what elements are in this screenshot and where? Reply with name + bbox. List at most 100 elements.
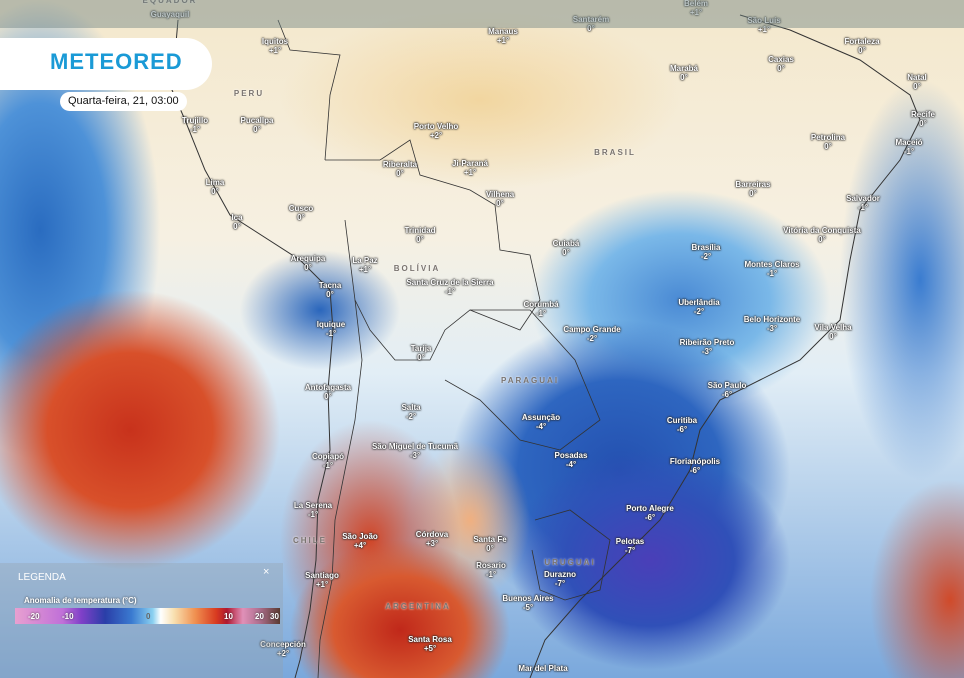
city-marker[interactable]: Iquique -1° — [317, 320, 345, 338]
city-marker[interactable]: Riberalta 0° — [383, 160, 417, 178]
city-marker[interactable]: Marabá 0° — [670, 64, 698, 82]
city-marker[interactable]: La Paz +1° — [352, 256, 377, 274]
city-anomaly-value: -2° — [700, 252, 712, 261]
logo-panel — [0, 38, 212, 90]
country-label: CHILE — [293, 536, 327, 545]
city-marker[interactable]: Copiapó -1° — [312, 452, 344, 470]
city-marker[interactable]: Vilhena 0° — [486, 190, 514, 208]
city-marker[interactable]: Rosario -1° — [476, 561, 506, 579]
city-name: Pucallpa — [240, 116, 274, 125]
city-marker[interactable]: São Paulo -6° — [708, 381, 747, 399]
city-marker[interactable]: Mar del Plata — [518, 664, 567, 673]
city-marker[interactable]: Pelotas -7° — [616, 537, 644, 555]
city-marker[interactable]: Uberlândia -2° — [678, 298, 719, 316]
city-anomaly-value: +1° — [268, 46, 282, 55]
city-marker[interactable]: Florianópolis -6° — [670, 457, 720, 475]
city-marker[interactable]: Belo Horizonte -3° — [744, 315, 800, 333]
city-anomaly-value: -1° — [322, 461, 334, 470]
city-marker[interactable]: Caxias 0° — [768, 55, 794, 73]
city-marker[interactable]: Salvador -1° — [846, 194, 880, 212]
city-name: Santa Fe — [473, 535, 507, 544]
city-name: São Miguel de Tucumã — [371, 442, 459, 451]
city-marker[interactable]: Trujillo -1° — [182, 116, 208, 134]
city-marker[interactable]: Buenos Aires -5° — [502, 594, 553, 612]
city-marker[interactable]: Fortaleza 0° — [844, 37, 879, 55]
city-marker[interactable]: Vila Velha 0° — [814, 323, 851, 341]
meteored-logo[interactable]: METEORED — [50, 49, 183, 74]
city-marker[interactable]: Santa Rosa +5° — [408, 635, 452, 653]
city-anomaly-value: 0° — [326, 290, 334, 299]
city-marker[interactable]: Cuiabá 0° — [553, 239, 580, 257]
city-name: Iquitos — [261, 37, 289, 46]
city-marker[interactable]: Ica 0° — [231, 213, 242, 231]
country-label: URUGUAI — [544, 558, 596, 567]
city-marker[interactable]: Santarém 0° — [573, 15, 609, 33]
city-marker[interactable]: Pucallpa 0° — [241, 116, 274, 134]
city-marker[interactable]: Porto Alegre -6° — [626, 504, 674, 522]
city-name: La Serena — [293, 501, 333, 510]
forecast-time[interactable]: Quarta-feira, 21, 03:00 — [60, 92, 187, 111]
city-marker[interactable]: Ji-Paraná +1° — [452, 159, 488, 177]
city-marker[interactable]: Durazno -7° — [544, 570, 576, 588]
city-marker[interactable]: Trinidad 0° — [404, 226, 435, 244]
city-marker[interactable]: Barreiras 0° — [735, 180, 770, 198]
city-anomaly-value: +1° — [757, 25, 771, 34]
city-marker[interactable]: São Luís +1° — [747, 16, 780, 34]
city-marker[interactable]: Vitória da Conquista 0° — [783, 226, 861, 244]
city-anomaly-value: +3° — [425, 539, 439, 548]
city-marker[interactable]: Antofagasta 0° — [305, 383, 351, 401]
city-marker[interactable]: Santa Cruz de la Sierra -1° — [406, 278, 493, 296]
city-name: Lima — [205, 178, 225, 187]
city-name: Ica — [231, 213, 243, 222]
city-anomaly-value: -3° — [701, 347, 713, 356]
city-name: Arequipa — [290, 254, 326, 263]
city-marker[interactable]: Santa Fe 0° — [473, 535, 506, 553]
city-name: Cusco — [288, 204, 314, 213]
city-marker[interactable]: Guayaquil — [151, 10, 190, 19]
city-marker[interactable]: São Miguel de Tucumã -3° — [372, 442, 458, 460]
city-marker[interactable]: Concepción +2° — [260, 640, 306, 658]
legend-tick: -10 — [62, 612, 74, 621]
city-name: Salvador — [846, 194, 880, 203]
city-marker[interactable]: Natal 0° — [907, 73, 927, 91]
legend-tick: 30 — [270, 612, 279, 621]
city-anomaly-value: +1° — [689, 8, 703, 17]
city-marker[interactable]: Campo Grande -2° — [563, 325, 620, 343]
city-marker[interactable]: Petrolina 0° — [811, 133, 845, 151]
city-marker[interactable]: Tacna 0° — [319, 281, 342, 299]
legend-title: LEGENDA — [18, 572, 66, 583]
city-marker[interactable]: Salta -2° — [401, 403, 420, 421]
city-marker[interactable]: Curitiba -6° — [667, 416, 697, 434]
city-marker[interactable]: Montes Claros -1° — [744, 260, 799, 278]
city-marker[interactable]: Tarija 0° — [411, 344, 432, 362]
city-marker[interactable]: São João +4° — [342, 532, 378, 550]
city-anomaly-value: -1° — [189, 125, 201, 134]
close-icon[interactable]: × — [263, 566, 270, 578]
city-name: Campo Grande — [563, 325, 621, 334]
city-marker[interactable]: Brasília -2° — [692, 243, 721, 261]
city-marker[interactable]: Assunção -4° — [522, 413, 560, 431]
city-name: Belo Horizonte — [743, 315, 801, 324]
city-marker[interactable]: Recife 0° — [911, 110, 935, 128]
city-anomaly-value: +1° — [496, 36, 510, 45]
city-name: Santa Rosa — [408, 635, 452, 644]
city-marker[interactable]: La Serena -1° — [294, 501, 332, 519]
country-label: ARGENTINA — [385, 602, 451, 611]
city-marker[interactable]: Manaus +1° — [488, 27, 518, 45]
city-marker[interactable]: Maceió -1° — [895, 138, 922, 156]
city-marker[interactable]: Posadas -4° — [555, 451, 588, 469]
city-marker[interactable]: Iquitos +1° — [262, 37, 288, 55]
city-marker[interactable]: Córdova +3° — [416, 530, 448, 548]
city-marker[interactable]: Ribeirão Preto -3° — [680, 338, 735, 356]
city-marker[interactable]: Cusco 0° — [289, 204, 313, 222]
city-marker[interactable]: Arequipa 0° — [291, 254, 326, 272]
city-marker[interactable]: Belém +1° — [684, 0, 708, 17]
city-name: Petrolina — [810, 133, 846, 142]
city-marker[interactable]: Porto Velho +2° — [414, 122, 458, 140]
city-name: Curitiba — [666, 416, 698, 425]
city-marker[interactable]: Santiago +1° — [305, 571, 339, 589]
city-marker[interactable]: Lima 0° — [206, 178, 225, 196]
city-marker[interactable]: Corumbá -1° — [523, 300, 558, 318]
city-anomaly-value: -1° — [325, 329, 337, 338]
